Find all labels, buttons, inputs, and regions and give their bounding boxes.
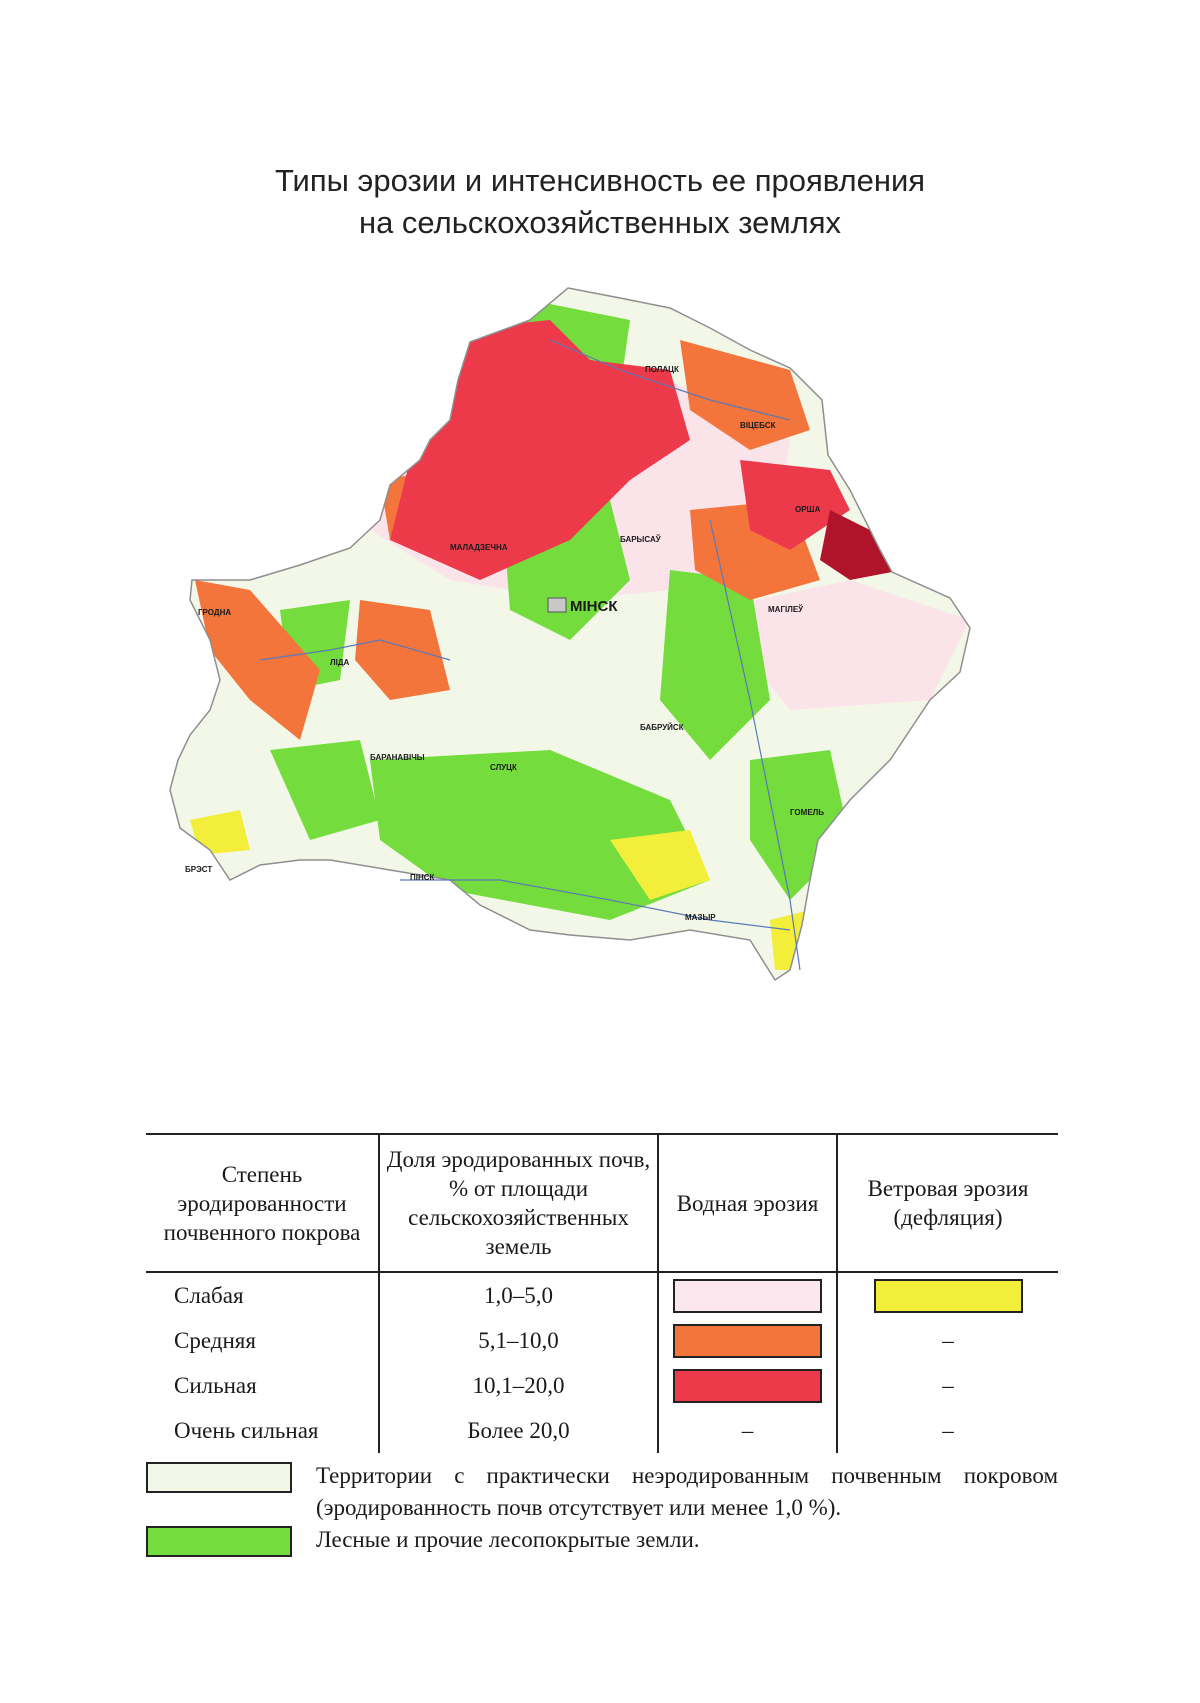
city-vitsebsk: ВІЦЕБСК [740, 421, 776, 430]
page-title: Типы эрозии и интенсивность ее проявлени… [0, 160, 1200, 244]
city-polatsk: ПОЛАЦК [645, 365, 679, 374]
water-cell-weak [658, 1272, 837, 1318]
degree-medium: Средняя [146, 1318, 379, 1363]
city-pinsk: ПІНСК [410, 873, 435, 882]
city-grodna: ГРОДНА [198, 608, 231, 617]
city-baranavichy: БАРАНАВІЧЫ [370, 753, 425, 762]
legend-table: Степень эродированности почвенного покро… [146, 1133, 1058, 1453]
city-maladzechna: МАЛАДЗЕЧНА [450, 543, 508, 552]
degree-weak: Слабая [146, 1272, 379, 1318]
wind-dash-very-strong: – [837, 1408, 1058, 1453]
city-barysau: БАРЫСАЎ [620, 535, 662, 544]
wind-swatch-weak [874, 1279, 1023, 1313]
note-forest-swatch [146, 1526, 292, 1557]
share-strong: 10,1–20,0 [379, 1363, 658, 1408]
city-mazyr: МАЗЫР [685, 913, 716, 922]
city-lida: ЛІДА [330, 658, 350, 667]
legend-row: Сильная 10,1–20,0 – [146, 1363, 1058, 1408]
wind-dash-medium: – [837, 1318, 1058, 1363]
minsk-marker [548, 598, 566, 612]
share-weak: 1,0–5,0 [379, 1272, 658, 1318]
degree-very-strong: Очень сильная [146, 1408, 379, 1453]
wind-cell-weak [837, 1272, 1058, 1318]
share-medium: 5,1–10,0 [379, 1318, 658, 1363]
header-water: Водная эрозия [658, 1134, 837, 1272]
erosion-map: МІНСК ГРОДНА БРЭСТ ГОМЕЛЬ МАГІЛЕЎ ВІЦЕБС… [150, 280, 1080, 1080]
water-swatch-strong [673, 1369, 822, 1403]
map-areas [150, 280, 1080, 1080]
legend-row: Очень сильная Более 20,0 – – [146, 1408, 1058, 1453]
city-slutsk: СЛУЦК [490, 763, 517, 772]
city-brest: БРЭСТ [185, 865, 212, 874]
note-uneroded-swatch [146, 1462, 292, 1493]
legend-header-row: Степень эродированности почвенного покро… [146, 1134, 1058, 1272]
area-wind-southeast [770, 910, 810, 970]
city-minsk: МІНСК [570, 598, 618, 615]
city-orsha: ОРША [795, 505, 821, 514]
note-forest-text: Лесные и прочие лесопокрытые земли. [316, 1524, 1058, 1556]
share-very-strong: Более 20,0 [379, 1408, 658, 1453]
title-line-1: Типы эрозии и интенсивность ее проявлени… [0, 160, 1200, 202]
city-gomel: ГОМЕЛЬ [790, 808, 824, 817]
header-share: Доля эродированных почв, % от площади се… [379, 1134, 658, 1272]
water-swatch-weak [673, 1279, 822, 1313]
water-cell-medium [658, 1318, 837, 1363]
water-dash-very-strong: – [658, 1408, 837, 1453]
city-babruisk: БАБРУЙСК [640, 723, 684, 732]
legend-row: Средняя 5,1–10,0 – [146, 1318, 1058, 1363]
title-line-2: на сельскохозяйственных землях [0, 202, 1200, 244]
note-uneroded-text: Территории с практически неэродированным… [316, 1460, 1058, 1524]
water-swatch-medium [673, 1324, 822, 1358]
city-magilew: МАГІЛЕЎ [768, 605, 804, 614]
header-degree: Степень эродированности почвенного покро… [146, 1134, 379, 1272]
header-wind: Ветровая эрозия (дефляция) [837, 1134, 1058, 1272]
degree-strong: Сильная [146, 1363, 379, 1408]
legend-row: Слабая 1,0–5,0 [146, 1272, 1058, 1318]
water-cell-strong [658, 1363, 837, 1408]
wind-dash-strong: – [837, 1363, 1058, 1408]
